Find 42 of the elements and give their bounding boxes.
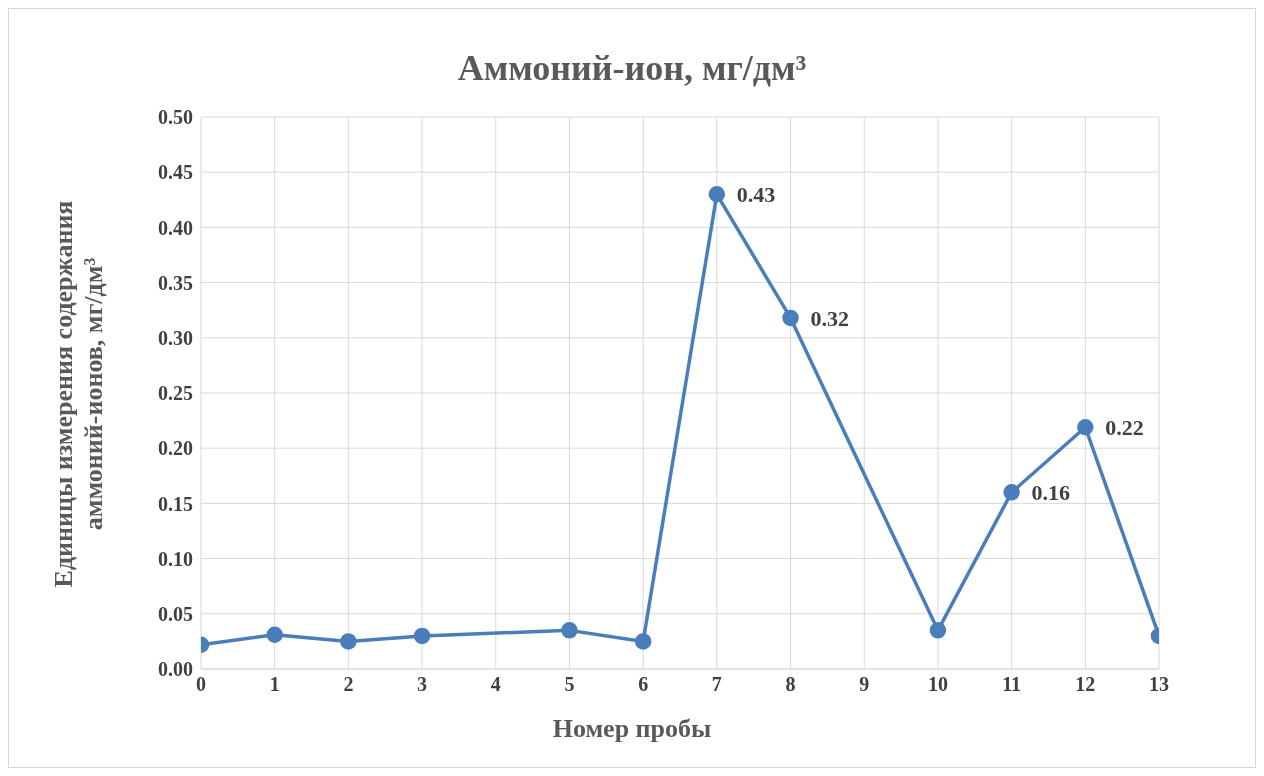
- x-tick-label: 6: [638, 673, 649, 696]
- y-tick-label: 0.50: [158, 106, 193, 129]
- x-tick-label: 10: [927, 673, 948, 696]
- x-tick-label: 0: [196, 673, 206, 696]
- y-tick-label: 0.45: [158, 161, 193, 184]
- x-tick-label: 13: [1149, 673, 1169, 696]
- y-axis-title: Единицы измерения содержания аммоний-ионов, мг/дм³: [49, 200, 109, 588]
- data-label: 0.32: [810, 305, 850, 331]
- data-label: 0.22: [1105, 415, 1144, 441]
- data-label: 0.16: [1031, 480, 1071, 506]
- x-tick-label: 2: [343, 673, 354, 696]
- point: [1077, 418, 1094, 436]
- y-tick-label: 0.05: [158, 602, 193, 625]
- x-tick-label: 3: [417, 673, 428, 696]
- y-tick-label: 0.20: [158, 437, 193, 460]
- point: [708, 186, 726, 203]
- x-tick-label: 9: [859, 673, 870, 696]
- chart-title: Аммоний-ион, мг/дм³: [456, 47, 808, 89]
- point: [413, 627, 431, 645]
- data-label: 0.43: [736, 182, 776, 208]
- y-tick-label: 0.10: [158, 547, 193, 570]
- point: [1003, 484, 1020, 501]
- x-tick-label: 5: [564, 673, 575, 696]
- point: [340, 633, 357, 650]
- x-tick-label: 4: [490, 673, 501, 696]
- x-tick-label: 8: [785, 673, 796, 696]
- y-tick-label: 0.00: [158, 658, 193, 681]
- x-tick-label: 11: [1002, 673, 1022, 696]
- point: [561, 622, 578, 639]
- point: [929, 622, 947, 639]
- x-axis-title: Номер пробы: [551, 714, 713, 744]
- y-tick-label: 0.35: [158, 271, 193, 294]
- point: [634, 633, 652, 650]
- point: [266, 626, 283, 644]
- y-tick-label: 0.40: [158, 216, 193, 239]
- y-tick-label: 0.30: [158, 326, 193, 349]
- x-tick-label: 12: [1075, 673, 1096, 696]
- y-tick-label: 0.15: [158, 492, 193, 515]
- point: [782, 309, 799, 327]
- x-tick-label: 7: [711, 673, 722, 696]
- y-tick-label: 0.25: [158, 382, 193, 405]
- x-tick-label: 1: [269, 673, 280, 696]
